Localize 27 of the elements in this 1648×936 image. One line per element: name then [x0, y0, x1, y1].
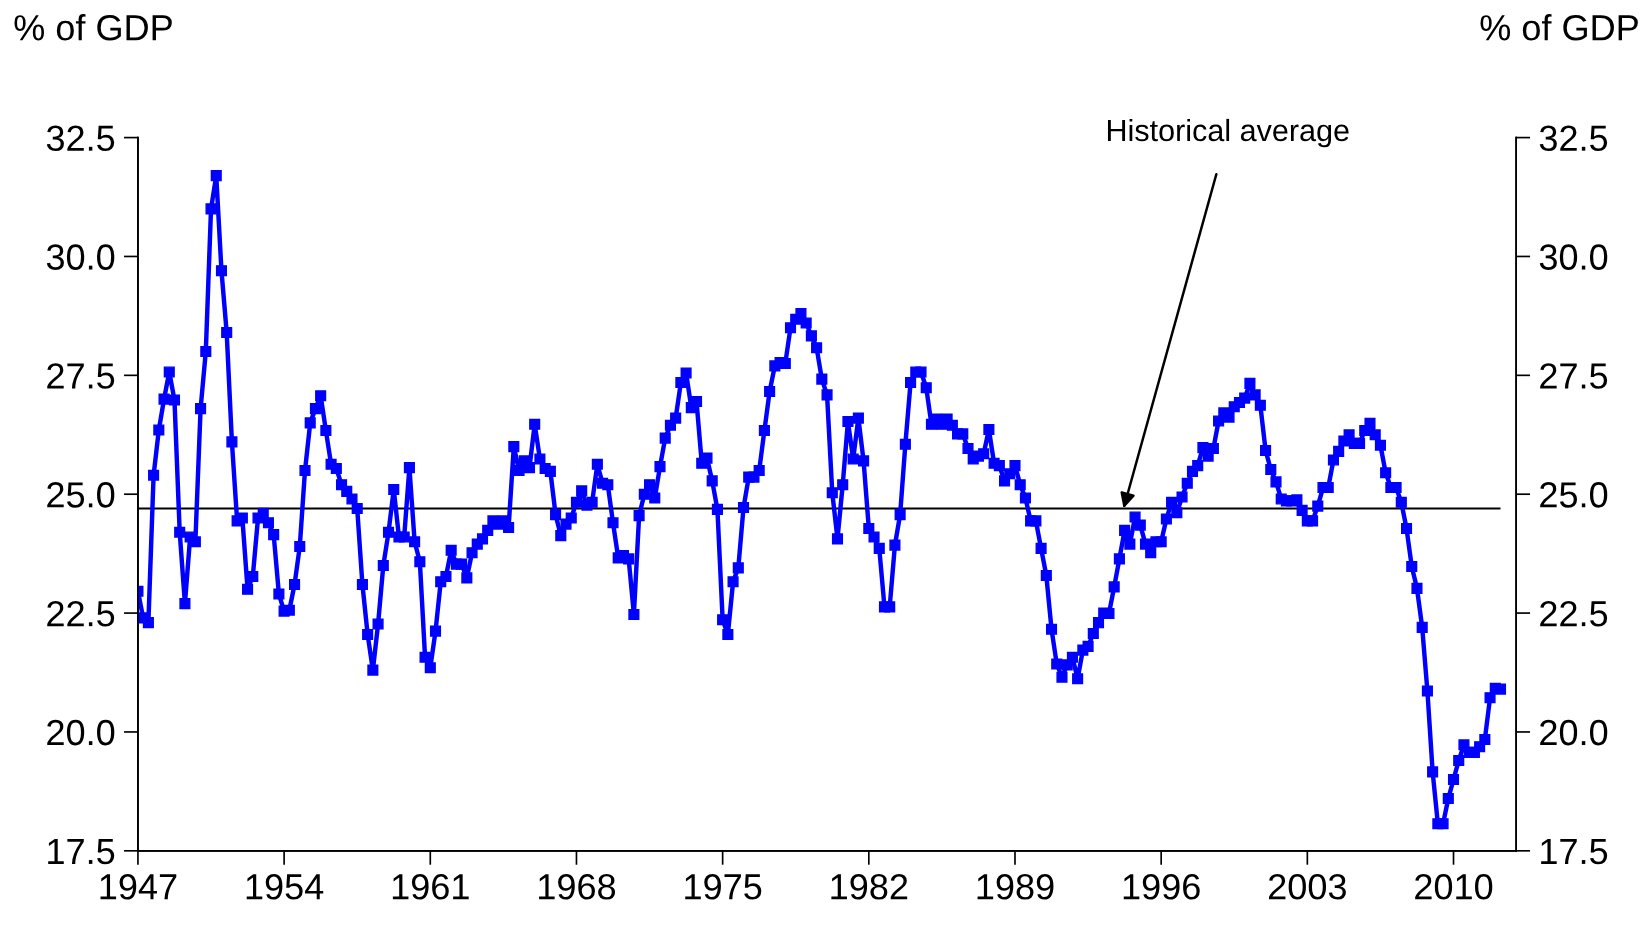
x-tick-label: 1982 [831, 874, 908, 900]
x-tick-label: 1975 [685, 874, 762, 900]
y2-tick-label: 30.0 [1539, 244, 1608, 270]
y-tick-label: 17.5 [48, 839, 115, 865]
y2-tick-label: 32.5 [1539, 125, 1608, 152]
y2-axis-title: % of GDP [1480, 14, 1638, 41]
y2-tick-label: 25.0 [1540, 482, 1608, 508]
x-tick-label: 1968 [539, 874, 616, 900]
annotation: Historical average [1107, 118, 1349, 148]
x-tick-label: 1954 [246, 874, 324, 900]
y-tick-label: 32.5 [46, 125, 115, 152]
y2-tick-label: 20.0 [1540, 719, 1608, 746]
y2-tick-label: 27.5 [1540, 363, 1608, 389]
y-tick-label: 27.5 [47, 363, 115, 389]
y-axis-title: % of GDP [14, 14, 172, 41]
y2-tick-label: 22.5 [1540, 600, 1608, 627]
x-tick-label: 1961 [392, 874, 469, 900]
y-tick-label: 25.0 [47, 482, 115, 508]
x-tick-label: 1989 [977, 874, 1054, 900]
x-tick-label: 1996 [1123, 874, 1200, 900]
y-tick-label: 22.5 [47, 600, 115, 627]
y-tick-label: 20.0 [47, 719, 115, 746]
x-tick-label: 2003 [1268, 874, 1346, 900]
x-tick-label: 2010 [1415, 874, 1493, 900]
x-tick-label: 1947 [100, 874, 177, 900]
y-tick-label: 30.0 [46, 244, 115, 270]
y2-tick-label: 17.5 [1541, 839, 1608, 865]
